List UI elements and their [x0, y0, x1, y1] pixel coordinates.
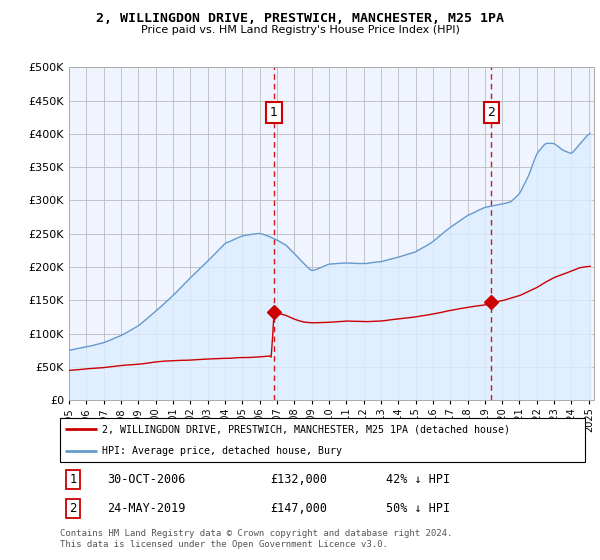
FancyBboxPatch shape [60, 418, 585, 462]
Text: 2, WILLINGDON DRIVE, PRESTWICH, MANCHESTER, M25 1PA: 2, WILLINGDON DRIVE, PRESTWICH, MANCHEST… [96, 12, 504, 25]
Text: 42% ↓ HPI: 42% ↓ HPI [386, 473, 449, 486]
Text: Contains HM Land Registry data © Crown copyright and database right 2024.
This d: Contains HM Land Registry data © Crown c… [60, 529, 452, 549]
Text: £147,000: £147,000 [270, 502, 327, 515]
Text: 2: 2 [487, 106, 496, 119]
Text: HPI: Average price, detached house, Bury: HPI: Average price, detached house, Bury [102, 446, 342, 456]
Text: 50% ↓ HPI: 50% ↓ HPI [386, 502, 449, 515]
Text: 2: 2 [70, 502, 77, 515]
Text: 30-OCT-2006: 30-OCT-2006 [107, 473, 185, 486]
Text: 24-MAY-2019: 24-MAY-2019 [107, 502, 185, 515]
Text: Price paid vs. HM Land Registry's House Price Index (HPI): Price paid vs. HM Land Registry's House … [140, 25, 460, 35]
Text: 1: 1 [70, 473, 77, 486]
Text: 1: 1 [270, 106, 278, 119]
Text: 2, WILLINGDON DRIVE, PRESTWICH, MANCHESTER, M25 1PA (detached house): 2, WILLINGDON DRIVE, PRESTWICH, MANCHEST… [102, 424, 510, 434]
Text: £132,000: £132,000 [270, 473, 327, 486]
